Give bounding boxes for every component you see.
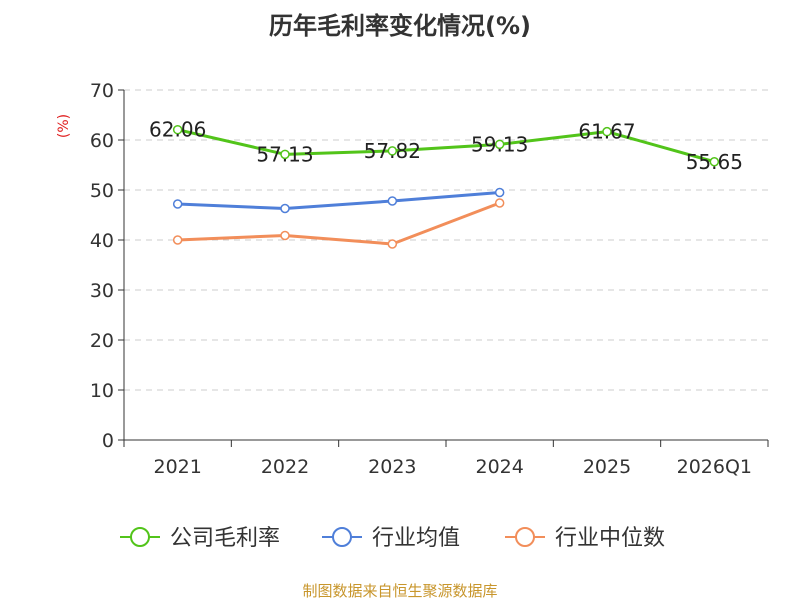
data-label: 59.13 xyxy=(471,132,528,156)
data-point xyxy=(280,149,290,160)
data-point xyxy=(172,199,183,209)
series-line xyxy=(177,191,500,210)
chart-title: 历年毛利率变化情况(%) xyxy=(269,12,531,40)
data-label: 57.82 xyxy=(364,139,421,163)
y-tick-label: 60 xyxy=(90,130,114,152)
data-point xyxy=(494,139,505,150)
source-note: 制图数据来自恒生聚源数据库 xyxy=(302,582,497,600)
data-label: 62.06 xyxy=(149,118,206,142)
data-point xyxy=(280,230,290,241)
data-label: 61.67 xyxy=(578,120,635,144)
data-label: 55.65 xyxy=(686,150,743,174)
data-point xyxy=(172,235,183,245)
data-labels: 62.06 57.13 57.82 59.13 61.67 55.65 xyxy=(149,118,743,174)
data-point xyxy=(172,124,183,135)
data-point xyxy=(280,203,290,214)
x-tick-label: 2023 xyxy=(368,456,416,478)
x-tick-label: 2022 xyxy=(261,456,309,478)
legend-marker xyxy=(332,527,352,547)
series-lines xyxy=(172,124,720,249)
series-line xyxy=(177,201,501,246)
axes: 0 10 20 30 40 50 60 70 2021 2022 2023 2024 2025 2026Q… xyxy=(90,80,769,478)
x-tick-label: 2021 xyxy=(153,456,201,478)
y-axis-label: (%) xyxy=(56,114,72,138)
legend-item[interactable]: 公司毛利率 xyxy=(120,526,280,551)
x-tick-label: 2026Q1 xyxy=(677,456,752,478)
data-point xyxy=(709,157,720,167)
grid-lines xyxy=(124,89,768,391)
x-tick-label: 2024 xyxy=(475,456,523,478)
legend-label: 行业中位数 xyxy=(555,526,665,551)
data-point xyxy=(494,198,505,208)
data-point xyxy=(387,196,398,206)
data-point xyxy=(387,146,398,156)
series-line xyxy=(177,128,715,164)
legend[interactable]: 公司毛利率 行业均值 行业中位数 xyxy=(120,526,665,551)
legend-marker xyxy=(515,527,535,547)
y-tick-label: 20 xyxy=(90,330,114,352)
y-tick-label: 40 xyxy=(90,230,114,252)
y-tick-label: 10 xyxy=(90,380,114,402)
data-point xyxy=(494,187,505,198)
data-label: 57.13 xyxy=(256,142,313,166)
data-point xyxy=(602,126,612,137)
y-tick-label: 30 xyxy=(90,280,114,302)
legend-label: 行业均值 xyxy=(372,526,460,551)
x-tick-label: 2025 xyxy=(583,456,631,478)
legend-item[interactable]: 行业均值 xyxy=(322,526,460,551)
y-tick-label: 50 xyxy=(90,180,114,202)
legend-marker xyxy=(130,527,150,547)
y-tick-label: 0 xyxy=(102,430,114,452)
legend-label: 公司毛利率 xyxy=(170,526,280,551)
y-tick-label: 70 xyxy=(90,80,114,102)
legend-item[interactable]: 行业中位数 xyxy=(505,526,665,551)
data-point xyxy=(387,239,398,249)
